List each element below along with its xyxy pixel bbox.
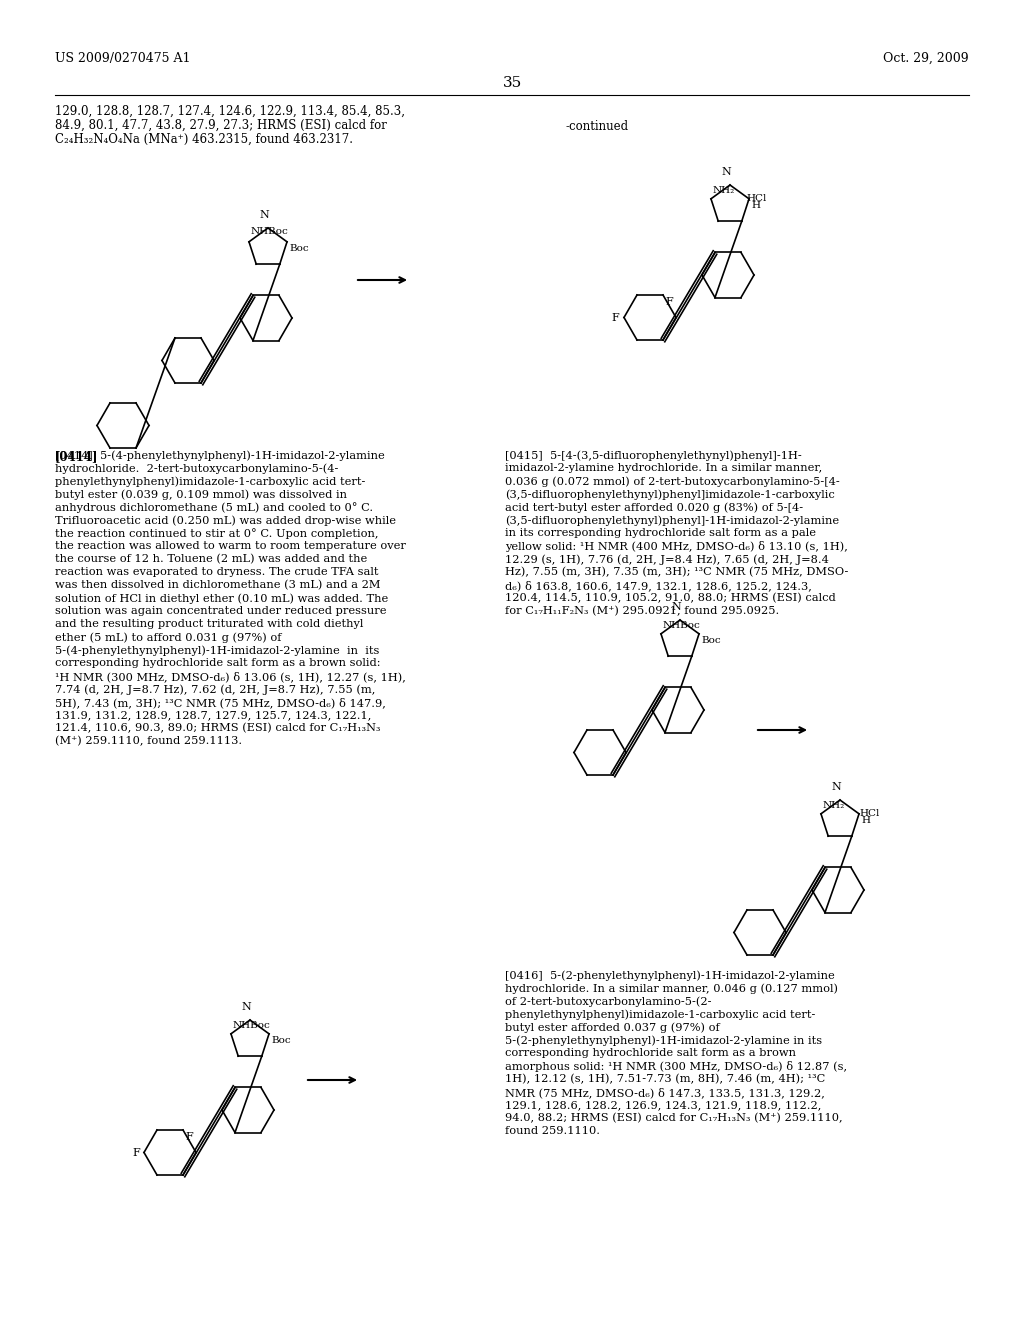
Text: the reaction continued to stir at 0° C. Upon completion,: the reaction continued to stir at 0° C. … [55, 528, 379, 539]
Text: phenylethynylphenyl)imidazole-1-carboxylic acid tert-: phenylethynylphenyl)imidazole-1-carboxyl… [55, 477, 366, 487]
Text: Oct. 29, 2009: Oct. 29, 2009 [884, 51, 969, 65]
Text: C₂₄H₃₂N₄O₄Na (MNa⁺) 463.2315, found 463.2317.: C₂₄H₃₂N₄O₄Na (MNa⁺) 463.2315, found 463.… [55, 133, 353, 147]
Text: 7.74 (d, 2H, J=8.7 Hz), 7.62 (d, 2H, J=8.7 Hz), 7.55 (m,: 7.74 (d, 2H, J=8.7 Hz), 7.62 (d, 2H, J=8… [55, 684, 376, 694]
Text: 1H), 12.12 (s, 1H), 7.51-7.73 (m, 8H), 7.46 (m, 4H); ¹³C: 1H), 12.12 (s, 1H), 7.51-7.73 (m, 8H), 7… [505, 1074, 825, 1084]
Text: NH₂: NH₂ [713, 186, 735, 195]
Text: NHBoc: NHBoc [663, 620, 700, 630]
Text: Boc: Boc [271, 1036, 291, 1045]
Text: Boc: Boc [701, 636, 721, 644]
Text: yellow solid: ¹H NMR (400 MHz, DMSO-d₆) δ 13.10 (s, 1H),: yellow solid: ¹H NMR (400 MHz, DMSO-d₆) … [505, 541, 848, 552]
Text: N: N [721, 168, 731, 177]
Text: F: F [665, 297, 673, 308]
Text: (3,5-difluorophenylethynyl)phenyl]-1H-imidazol-2-ylamine: (3,5-difluorophenylethynyl)phenyl]-1H-im… [505, 515, 839, 525]
Text: Hz), 7.55 (m, 3H), 7.35 (m, 3H); ¹³C NMR (75 MHz, DMSO-: Hz), 7.55 (m, 3H), 7.35 (m, 3H); ¹³C NMR… [505, 568, 848, 577]
Text: the course of 12 h. Toluene (2 mL) was added and the: the course of 12 h. Toluene (2 mL) was a… [55, 554, 368, 565]
Text: F: F [611, 313, 618, 323]
Text: 35: 35 [503, 77, 521, 90]
Text: [0414]  5-(4-phenylethynylphenyl)-1H-imidazol-2-ylamine: [0414] 5-(4-phenylethynylphenyl)-1H-imid… [55, 450, 385, 461]
Text: reaction was evaporated to dryness. The crude TFA salt: reaction was evaporated to dryness. The … [55, 568, 379, 577]
Text: (3,5-difluorophenylethynyl)phenyl]imidazole-1-carboxylic: (3,5-difluorophenylethynyl)phenyl]imidaz… [505, 488, 835, 499]
Text: 0.036 g (0.072 mmol) of 2-tert-butoxycarbonylamino-5-[4-: 0.036 g (0.072 mmol) of 2-tert-butoxycar… [505, 477, 840, 487]
Text: [0414]: [0414] [55, 450, 98, 463]
Text: 5-(4-phenylethynylphenyl)-1H-imidazol-2-ylamine  in  its: 5-(4-phenylethynylphenyl)-1H-imidazol-2-… [55, 645, 379, 656]
Text: H: H [751, 201, 760, 210]
Text: N: N [259, 210, 269, 220]
Text: was then dissolved in dichloromethane (3 mL) and a 2M: was then dissolved in dichloromethane (3… [55, 579, 381, 590]
Text: HCl: HCl [859, 809, 880, 818]
Text: the reaction was allowed to warm to room temperature over: the reaction was allowed to warm to room… [55, 541, 406, 550]
Text: 129.0, 128.8, 128.7, 127.4, 124.6, 122.9, 113.4, 85.4, 85.3,: 129.0, 128.8, 128.7, 127.4, 124.6, 122.9… [55, 106, 406, 117]
Text: Trifluoroacetic acid (0.250 mL) was added drop-wise while: Trifluoroacetic acid (0.250 mL) was adde… [55, 515, 396, 525]
Text: F: F [132, 1148, 140, 1159]
Text: NHBoc: NHBoc [233, 1020, 270, 1030]
Text: N: N [831, 781, 841, 792]
Text: HCl: HCl [745, 194, 766, 203]
Text: 94.0, 88.2; HRMS (ESI) calcd for C₁₇H₁₃N₃ (M⁺) 259.1110,: 94.0, 88.2; HRMS (ESI) calcd for C₁₇H₁₃N… [505, 1113, 843, 1123]
Text: ether (5 mL) to afford 0.031 g (97%) of: ether (5 mL) to afford 0.031 g (97%) of [55, 632, 282, 643]
Text: Boc: Boc [289, 244, 308, 253]
Text: solution was again concentrated under reduced pressure: solution was again concentrated under re… [55, 606, 386, 616]
Text: butyl ester (0.039 g, 0.109 mmol) was dissolved in: butyl ester (0.039 g, 0.109 mmol) was di… [55, 488, 347, 499]
Text: d₆) δ 163.8, 160.6, 147.9, 132.1, 128.6, 125.2, 124.3,: d₆) δ 163.8, 160.6, 147.9, 132.1, 128.6,… [505, 579, 812, 591]
Text: 120.4, 114.5, 110.9, 105.2, 91.0, 88.0; HRMS (ESI) calcd: 120.4, 114.5, 110.9, 105.2, 91.0, 88.0; … [505, 593, 836, 603]
Text: of 2-tert-butoxycarbonylamino-5-(2-: of 2-tert-butoxycarbonylamino-5-(2- [505, 997, 712, 1007]
Text: 131.9, 131.2, 128.9, 128.7, 127.9, 125.7, 124.3, 122.1,: 131.9, 131.2, 128.9, 128.7, 127.9, 125.7… [55, 710, 372, 719]
Text: NHBoc: NHBoc [251, 227, 289, 236]
Text: amorphous solid: ¹H NMR (300 MHz, DMSO-d₆) δ 12.87 (s,: amorphous solid: ¹H NMR (300 MHz, DMSO-d… [505, 1061, 847, 1072]
Text: 12.29 (s, 1H), 7.76 (d, 2H, J=8.4 Hz), 7.65 (d, 2H, J=8.4: 12.29 (s, 1H), 7.76 (d, 2H, J=8.4 Hz), 7… [505, 554, 828, 565]
Text: 129.1, 128.6, 128.2, 126.9, 124.3, 121.9, 118.9, 112.2,: 129.1, 128.6, 128.2, 126.9, 124.3, 121.9… [505, 1100, 821, 1110]
Text: for C₁₇H₁₁F₂N₃ (M⁺) 295.0921, found 295.0925.: for C₁₇H₁₁F₂N₃ (M⁺) 295.0921, found 295.… [505, 606, 779, 616]
Text: solution of HCl in diethyl ether (0.10 mL) was added. The: solution of HCl in diethyl ether (0.10 m… [55, 593, 388, 603]
Text: anhydrous dichloromethane (5 mL) and cooled to 0° C.: anhydrous dichloromethane (5 mL) and coo… [55, 502, 373, 513]
Text: NH₂: NH₂ [823, 801, 845, 809]
Text: found 259.1110.: found 259.1110. [505, 1126, 600, 1137]
Text: in its corresponding hydrochloride salt form as a pale: in its corresponding hydrochloride salt … [505, 528, 816, 539]
Text: ¹H NMR (300 MHz, DMSO-d₆) δ 13.06 (s, 1H), 12.27 (s, 1H),: ¹H NMR (300 MHz, DMSO-d₆) δ 13.06 (s, 1H… [55, 671, 406, 682]
Text: 84.9, 80.1, 47.7, 43.8, 27.9, 27.3; HRMS (ESI) calcd for: 84.9, 80.1, 47.7, 43.8, 27.9, 27.3; HRMS… [55, 119, 387, 132]
Text: [0415]  5-[4-(3,5-difluorophenylethynyl)phenyl]-1H-: [0415] 5-[4-(3,5-difluorophenylethynyl)p… [505, 450, 802, 461]
Text: butyl ester afforded 0.037 g (97%) of: butyl ester afforded 0.037 g (97%) of [505, 1022, 720, 1032]
Text: N: N [241, 1002, 251, 1012]
Text: corresponding hydrochloride salt form as a brown solid:: corresponding hydrochloride salt form as… [55, 657, 381, 668]
Text: N: N [671, 602, 681, 612]
Text: F: F [185, 1133, 193, 1142]
Text: -continued: -continued [565, 120, 628, 133]
Text: [0416]  5-(2-phenylethynylphenyl)-1H-imidazol-2-ylamine: [0416] 5-(2-phenylethynylphenyl)-1H-imid… [505, 970, 835, 981]
Text: 5H), 7.43 (m, 3H); ¹³C NMR (75 MHz, DMSO-d₆) δ 147.9,: 5H), 7.43 (m, 3H); ¹³C NMR (75 MHz, DMSO… [55, 697, 386, 708]
Text: 121.4, 110.6, 90.3, 89.0; HRMS (ESI) calcd for C₁₇H₁₃N₃: 121.4, 110.6, 90.3, 89.0; HRMS (ESI) cal… [55, 723, 381, 734]
Text: phenylethynylphenyl)imidazole-1-carboxylic acid tert-: phenylethynylphenyl)imidazole-1-carboxyl… [505, 1008, 815, 1019]
Text: 5-(2-phenylethynylphenyl)-1H-imidazol-2-ylamine in its: 5-(2-phenylethynylphenyl)-1H-imidazol-2-… [505, 1035, 822, 1045]
Text: corresponding hydrochloride salt form as a brown: corresponding hydrochloride salt form as… [505, 1048, 796, 1059]
Text: NMR (75 MHz, DMSO-d₆) δ 147.3, 133.5, 131.3, 129.2,: NMR (75 MHz, DMSO-d₆) δ 147.3, 133.5, 13… [505, 1086, 825, 1098]
Text: (M⁺) 259.1110, found 259.1113.: (M⁺) 259.1110, found 259.1113. [55, 737, 242, 746]
Text: acid tert-butyl ester afforded 0.020 g (83%) of 5-[4-: acid tert-butyl ester afforded 0.020 g (… [505, 502, 803, 512]
Text: hydrochloride. In a similar manner, 0.046 g (0.127 mmol): hydrochloride. In a similar manner, 0.04… [505, 983, 838, 994]
Text: H: H [861, 816, 870, 825]
Text: hydrochloride.  2-tert-butoxycarbonylamino-5-(4-: hydrochloride. 2-tert-butoxycarbonylamin… [55, 463, 338, 474]
Text: and the resulting product triturated with cold diethyl: and the resulting product triturated wit… [55, 619, 364, 630]
Text: imidazol-2-ylamine hydrochloride. In a similar manner,: imidazol-2-ylamine hydrochloride. In a s… [505, 463, 822, 473]
Text: US 2009/0270475 A1: US 2009/0270475 A1 [55, 51, 190, 65]
